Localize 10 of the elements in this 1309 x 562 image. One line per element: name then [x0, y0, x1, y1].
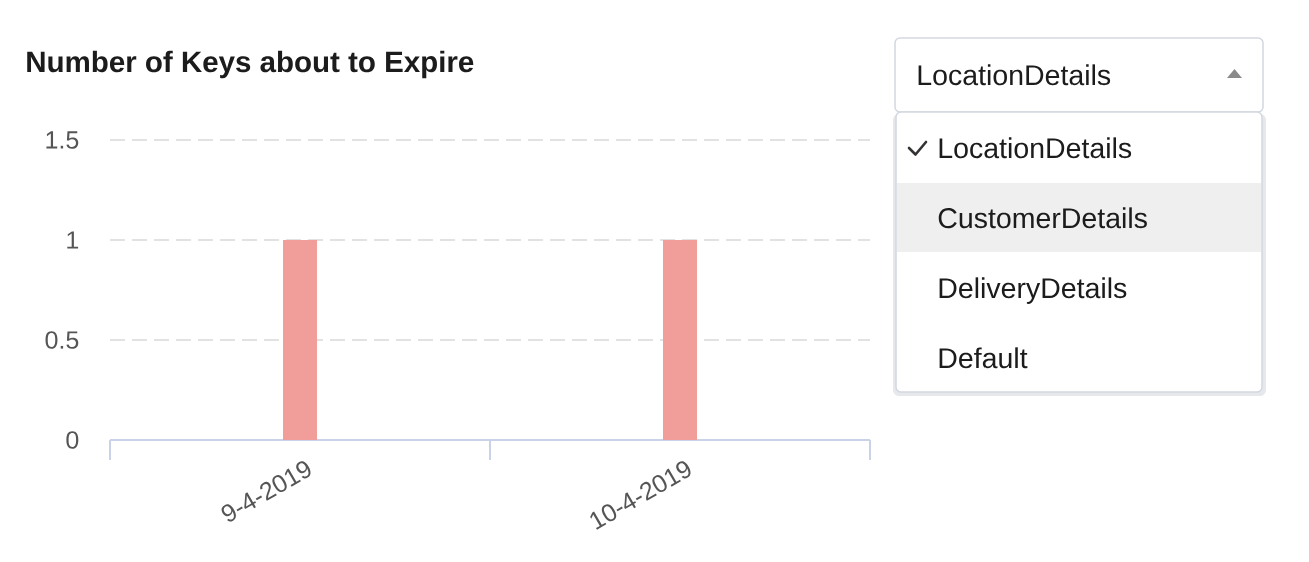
text: Default	[939, 347, 1028, 369]
y-tick-label: 0.5	[45, 331, 79, 349]
text: LocationDetails	[939, 137, 1132, 159]
y-tick-label: 0	[66, 431, 79, 449]
y-tick-label: 1.5	[46, 131, 79, 149]
text: LocationDetails	[918, 64, 1111, 86]
chart-title: Number of Keys about to Expire	[27, 50, 474, 79]
y-tick-label: 1	[67, 231, 79, 249]
text: DeliveryDetails	[939, 277, 1127, 304]
text: CustomerDetails	[938, 207, 1147, 229]
